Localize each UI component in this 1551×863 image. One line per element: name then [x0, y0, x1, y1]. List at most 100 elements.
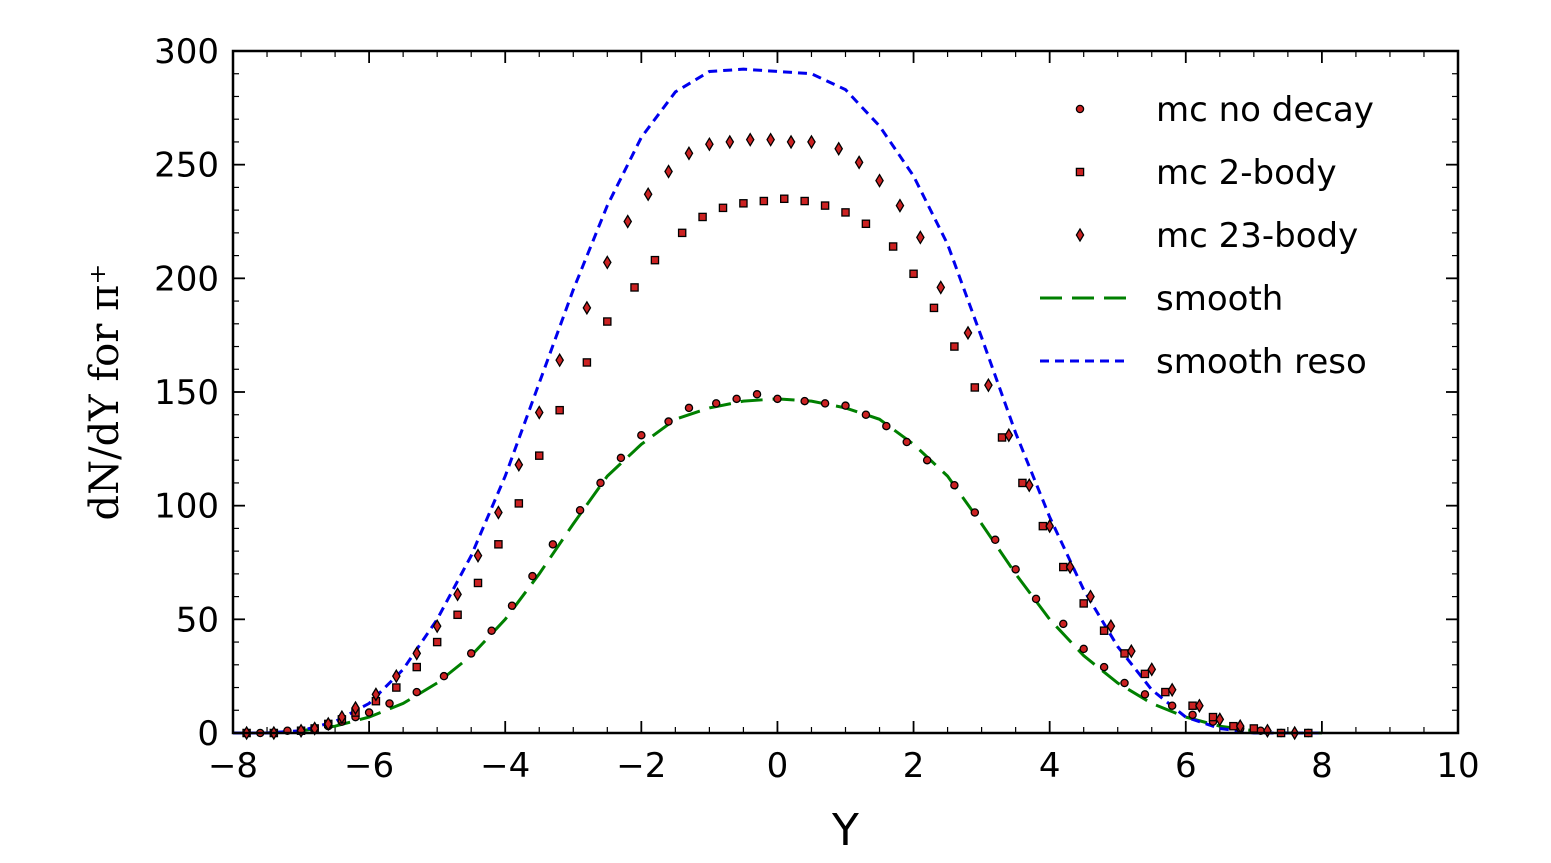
x-axis-label: Y: [831, 805, 859, 856]
data-point: [1167, 682, 1177, 698]
data-point: [1045, 518, 1055, 534]
y-axis-label: dN/dY for π⁺: [82, 264, 128, 521]
data-point: [575, 505, 585, 515]
data-point: [494, 540, 503, 549]
data-point: [1106, 618, 1116, 634]
data-point: [841, 208, 850, 217]
data-point: [1004, 427, 1014, 443]
data-point: [1059, 619, 1068, 629]
series-layer: [233, 67, 1322, 741]
data-point: [1147, 662, 1157, 677]
data-point: [929, 303, 939, 313]
data-point: [1140, 690, 1150, 699]
data-point: [630, 283, 639, 292]
data-point: [875, 173, 884, 188]
data-point: [834, 141, 844, 157]
data-point: [548, 540, 558, 549]
data-point: [555, 352, 565, 368]
y-tick-label: 300: [154, 32, 219, 72]
data-point: [473, 578, 483, 588]
legend-label: mc 23-body: [1156, 216, 1358, 256]
data-point: [582, 300, 592, 316]
y-tick-label: 150: [154, 373, 219, 413]
data-point: [643, 186, 653, 202]
legend-item: mc 2-body: [1075, 153, 1337, 193]
x-tick-label: −2: [616, 746, 666, 786]
y-tick-label: 200: [154, 259, 219, 299]
data-point: [391, 668, 401, 684]
data-point: [759, 196, 769, 206]
legend-item: mc no decay: [1075, 90, 1374, 130]
legend: mc no decay mc 2-body mc 23-body smooth smoo…: [1040, 90, 1374, 382]
data-point: [807, 134, 816, 150]
data-point: [997, 433, 1007, 442]
data-point: [1208, 712, 1218, 722]
data-point: [528, 571, 537, 581]
legend-swatch: [1075, 167, 1085, 177]
x-tick-label: 2: [903, 746, 925, 786]
data-point: [1195, 698, 1204, 713]
data-point: [351, 700, 360, 716]
data-point: [412, 687, 421, 697]
data-point: [637, 430, 646, 440]
data-point: [1215, 712, 1225, 727]
data-point: [664, 417, 673, 426]
legend-label: mc 2-body: [1156, 153, 1337, 193]
x-tick-label: 6: [1175, 746, 1197, 786]
data-point: [882, 421, 891, 431]
data-point: [895, 198, 905, 213]
data-point: [745, 132, 755, 147]
data-point: [739, 199, 748, 208]
data-point: [453, 587, 462, 602]
data-point: [439, 671, 449, 681]
x-tick-label: 4: [1039, 746, 1061, 786]
data-point: [698, 212, 707, 222]
y-tick-label: 250: [154, 146, 219, 186]
data-point: [323, 716, 333, 732]
data-point: [534, 405, 544, 420]
data-point: [752, 390, 762, 399]
data-point: [364, 708, 374, 717]
data-point: [841, 401, 850, 410]
data-point: [1079, 599, 1088, 608]
series-mc-23-body: [242, 132, 1300, 741]
data-point: [1140, 669, 1150, 679]
data-point: [936, 280, 946, 295]
data-point: [909, 269, 918, 279]
x-tick-label: 0: [767, 746, 789, 786]
data-point: [650, 255, 660, 265]
data-point: [337, 709, 347, 725]
data-point: [1065, 559, 1075, 575]
data-point: [888, 242, 898, 251]
data-point: [1018, 478, 1027, 488]
data-point: [432, 637, 442, 647]
data-point: [970, 383, 980, 392]
data-point: [602, 255, 612, 270]
legend-item: smooth reso: [1040, 342, 1367, 382]
x-tick-label: −8: [208, 746, 258, 786]
data-point: [861, 410, 871, 419]
data-point: [514, 457, 524, 473]
legend-label: smooth reso: [1156, 342, 1367, 382]
data-point: [535, 451, 544, 460]
data-point: [1011, 565, 1020, 574]
data-point: [1161, 687, 1170, 697]
data-point: [1031, 594, 1041, 604]
x-tick-label: 8: [1311, 746, 1333, 786]
data-point: [705, 136, 714, 152]
data-point: [1126, 643, 1136, 659]
legend-swatch: [1075, 227, 1085, 243]
data-point: [902, 437, 912, 447]
data-point: [466, 649, 476, 658]
data-point: [970, 508, 980, 517]
data-point: [310, 721, 320, 736]
data-point: [596, 478, 605, 488]
data-point: [800, 396, 809, 406]
data-point: [922, 455, 932, 465]
y-tick-label: 50: [176, 600, 219, 640]
data-point: [984, 377, 993, 393]
data-point: [1086, 589, 1095, 604]
data-point: [623, 214, 633, 229]
data-point: [453, 610, 462, 620]
